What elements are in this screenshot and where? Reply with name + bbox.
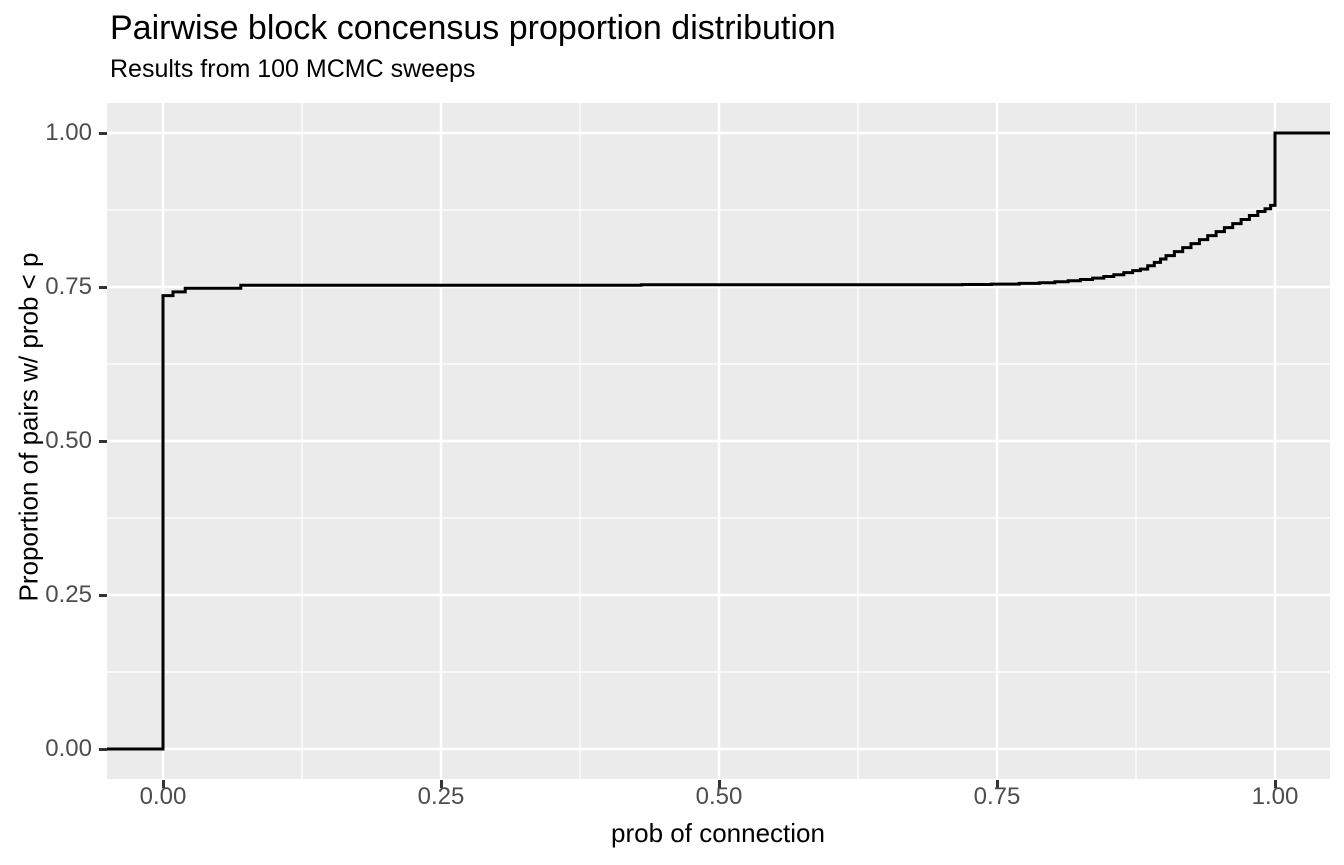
- x-tick-mark: [995, 780, 999, 788]
- x-tick-label: 0.75: [973, 783, 1021, 810]
- chart-title: Pairwise block concensus proportion dist…: [110, 9, 836, 47]
- x-tick-label: 1.00: [1251, 783, 1299, 810]
- y-tick-label: 0.25: [45, 581, 92, 608]
- plot-panel: [107, 103, 1330, 779]
- y-axis-title-text: Proportion of pairs w/ prob < p: [13, 252, 44, 602]
- x-tick-mark: [161, 780, 165, 788]
- chart-subtitle: Results from 100 MCMC sweeps: [110, 55, 476, 83]
- x-tick-mark: [717, 780, 721, 788]
- y-tick-label: 0.75: [45, 273, 92, 300]
- y-tick-mark: [99, 285, 107, 289]
- y-tick-mark: [99, 593, 107, 597]
- x-tick-label: 0.50: [695, 783, 743, 810]
- ecdf-step-line: [107, 131, 1330, 751]
- y-tick-mark: [99, 439, 107, 443]
- y-tick-label: 1.00: [45, 119, 92, 146]
- plot-area-svg: [107, 103, 1330, 779]
- x-tick-label: 0.00: [139, 783, 187, 810]
- x-tick-mark: [1273, 780, 1277, 788]
- y-tick-mark: [99, 131, 107, 135]
- x-axis-title: prob of connection: [611, 818, 825, 848]
- x-tick-mark: [439, 780, 443, 788]
- y-tick-label: 0.50: [45, 427, 92, 454]
- y-tick-mark: [99, 747, 107, 751]
- x-tick-label: 0.25: [417, 783, 465, 810]
- y-tick-label: 0.00: [45, 735, 92, 762]
